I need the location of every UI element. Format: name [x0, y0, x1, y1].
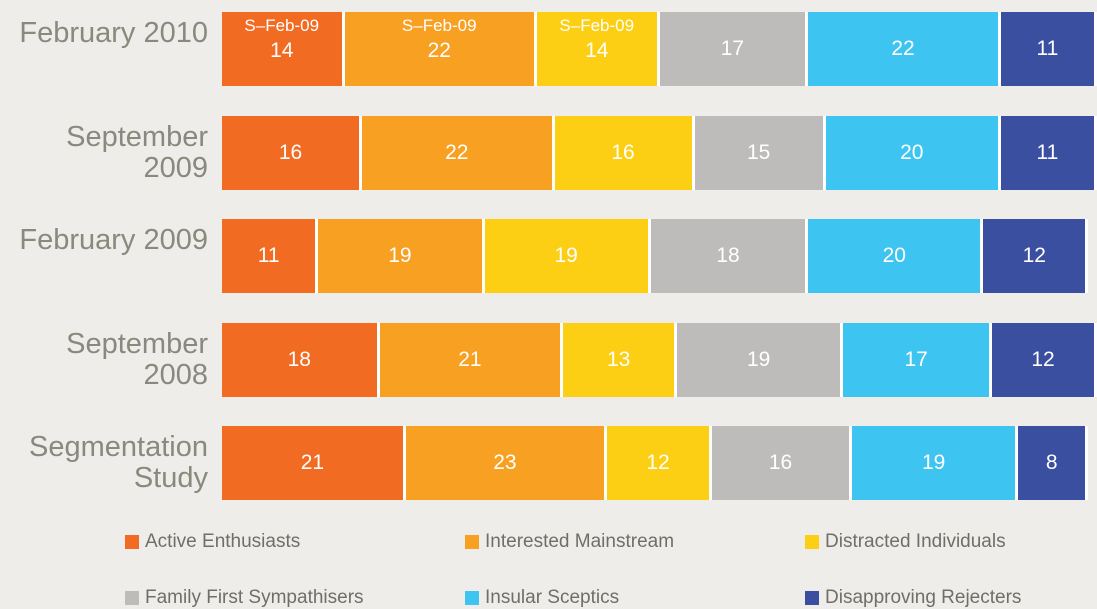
legend-label: Distracted Individuals [825, 531, 1006, 552]
legend-swatch [805, 591, 819, 605]
bar-segment [677, 322, 844, 397]
bar-segment [222, 426, 406, 500]
bar-segment [808, 219, 984, 293]
bar-segment [1000, 12, 1097, 86]
bar-segment [405, 426, 607, 500]
annotation: S–Feb-09 [559, 16, 635, 35]
legend-swatch [125, 591, 139, 605]
value-label: 19 [921, 451, 946, 474]
bar-segment [825, 115, 1001, 190]
category-label: February 2009 [19, 224, 208, 256]
bar-segment [607, 426, 712, 500]
legend-label: Active Enthusiasts [145, 531, 301, 552]
legend-label: Family First Sympathisers [145, 587, 364, 608]
bar-segment [808, 12, 1001, 86]
value-label: 19 [554, 244, 578, 267]
legend-swatch [125, 535, 139, 549]
bar-segment [379, 322, 564, 397]
bar-segment [222, 219, 319, 293]
value-label: 8 [1045, 451, 1058, 474]
bar-segment [694, 115, 826, 190]
legend-swatch [465, 535, 479, 549]
bar-segment [222, 12, 345, 86]
annotation: S–Feb-09 [401, 16, 477, 35]
category-label: Segmentation Study [29, 431, 208, 494]
value-label: 21 [458, 347, 482, 371]
bar-segment [983, 219, 1089, 293]
value-label: 14 [270, 39, 294, 62]
value-label: 18 [716, 244, 740, 267]
bar-segment [537, 12, 660, 86]
value-label: 22 [445, 140, 469, 164]
value-label: 12 [1031, 347, 1055, 371]
legend-label: Insular Sceptics [485, 587, 620, 608]
legend-item: Interested Mainstream [465, 531, 674, 553]
legend-item: Distracted Individuals [805, 531, 1006, 553]
value-label: 13 [606, 347, 631, 371]
value-label: 21 [300, 451, 325, 474]
value-label: 11 [1036, 37, 1059, 60]
legend-item: Insular Sceptics [465, 587, 619, 609]
bar-segment [659, 12, 809, 86]
bar-segment [222, 322, 380, 397]
value-label: 15 [746, 140, 771, 164]
legend-item: Disapproving Rejecters [805, 587, 1021, 609]
category-label: February 2010 [19, 17, 208, 49]
bar-segment [650, 219, 809, 293]
bar-segment [362, 115, 555, 190]
value-label: 17 [720, 37, 745, 60]
legend-label: Interested Mainstream [485, 531, 675, 552]
value-label: 20 [882, 244, 906, 267]
value-label: 20 [900, 140, 924, 164]
bar-segment [222, 115, 362, 190]
annotation: S–Feb-09 [244, 16, 320, 35]
value-label: 14 [585, 39, 609, 62]
category-label: September 2009 [66, 120, 208, 184]
bar-segment [344, 12, 537, 86]
value-label: 22 [427, 39, 451, 62]
value-label: 23 [493, 451, 517, 474]
value-label: 18 [287, 347, 311, 371]
legend-item: Active Enthusiasts [125, 531, 300, 553]
bar-segment [1018, 426, 1089, 500]
bar-segment [843, 322, 992, 397]
value-label: 19 [388, 244, 412, 267]
legend-item: Family First Sympathisers [125, 587, 364, 609]
value-label: 16 [611, 140, 635, 164]
bar-segment [554, 115, 695, 190]
value-label: 12 [1022, 244, 1046, 267]
value-label: 22 [891, 37, 915, 60]
bar-segment [484, 219, 651, 293]
bar-segment [563, 322, 677, 397]
value-label: 16 [768, 451, 793, 474]
bar-segment [852, 426, 1019, 500]
legend-swatch [465, 591, 479, 605]
legend-label: Disapproving Rejecters [825, 587, 1022, 608]
category-label: September 2008 [66, 327, 208, 391]
value-label: 12 [646, 451, 670, 474]
value-label: 16 [278, 140, 303, 164]
value-label: 11 [1036, 140, 1059, 164]
bar-segment [712, 426, 852, 500]
value-label: 11 [257, 244, 280, 267]
bar-segment [318, 219, 485, 293]
legend-swatch [805, 535, 819, 549]
bar-segment [1000, 115, 1097, 190]
value-label: 17 [904, 347, 928, 371]
value-label: 19 [746, 347, 771, 371]
bar-segment [992, 322, 1097, 397]
